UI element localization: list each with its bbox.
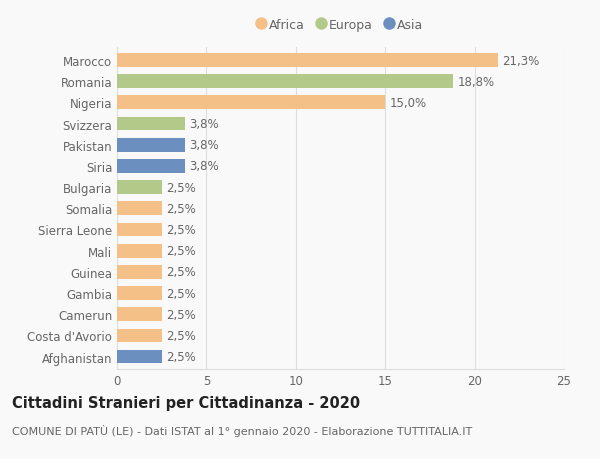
Bar bbox=[117, 96, 385, 110]
Bar bbox=[117, 223, 162, 237]
Bar bbox=[117, 308, 162, 321]
Text: 2,5%: 2,5% bbox=[166, 329, 196, 342]
Text: 21,3%: 21,3% bbox=[502, 55, 539, 67]
Text: 2,5%: 2,5% bbox=[166, 287, 196, 300]
Text: 3,8%: 3,8% bbox=[190, 139, 219, 152]
Bar bbox=[117, 244, 162, 258]
Text: 2,5%: 2,5% bbox=[166, 266, 196, 279]
Text: 3,8%: 3,8% bbox=[190, 118, 219, 131]
Text: 2,5%: 2,5% bbox=[166, 202, 196, 215]
Bar bbox=[117, 54, 498, 68]
Text: 18,8%: 18,8% bbox=[458, 76, 495, 89]
Text: 15,0%: 15,0% bbox=[389, 97, 427, 110]
Bar bbox=[117, 350, 162, 364]
Text: 2,5%: 2,5% bbox=[166, 181, 196, 194]
Text: 2,5%: 2,5% bbox=[166, 350, 196, 363]
Bar bbox=[117, 160, 185, 174]
Text: 3,8%: 3,8% bbox=[190, 160, 219, 173]
Text: 2,5%: 2,5% bbox=[166, 245, 196, 257]
Text: COMUNE DI PATÙ (LE) - Dati ISTAT al 1° gennaio 2020 - Elaborazione TUTTITALIA.IT: COMUNE DI PATÙ (LE) - Dati ISTAT al 1° g… bbox=[12, 425, 472, 437]
Bar bbox=[117, 286, 162, 300]
Bar bbox=[117, 181, 162, 195]
Legend: Africa, Europa, Asia: Africa, Europa, Asia bbox=[258, 19, 423, 32]
Bar bbox=[117, 118, 185, 131]
Text: 2,5%: 2,5% bbox=[166, 224, 196, 236]
Bar bbox=[117, 329, 162, 342]
Bar bbox=[117, 202, 162, 216]
Bar bbox=[117, 265, 162, 279]
Bar bbox=[117, 139, 185, 152]
Text: Cittadini Stranieri per Cittadinanza - 2020: Cittadini Stranieri per Cittadinanza - 2… bbox=[12, 395, 360, 410]
Bar bbox=[117, 75, 453, 89]
Text: 2,5%: 2,5% bbox=[166, 308, 196, 321]
